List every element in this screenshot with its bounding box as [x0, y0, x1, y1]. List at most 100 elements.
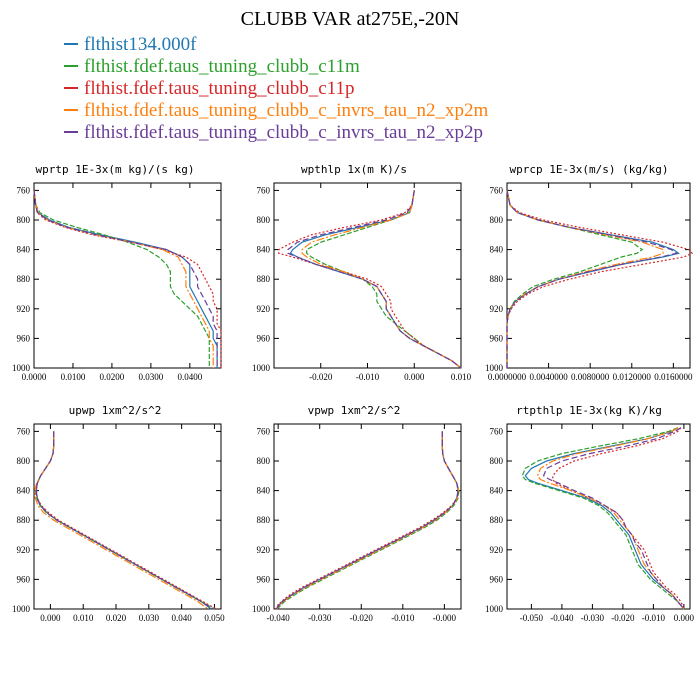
x-tick-label: -0.050 — [520, 613, 544, 623]
y-tick-label: 880 — [490, 515, 504, 525]
y-tick-label: 840 — [490, 245, 504, 255]
panel-title-vpwp: vpwp 1xm^2/s^2 — [307, 404, 401, 417]
y-tick-label: 760 — [257, 185, 271, 195]
plot-frame — [33, 423, 222, 610]
x-tick-label: -0.020 — [350, 613, 374, 623]
legend-swatch — [64, 108, 78, 111]
y-tick-label: 880 — [257, 274, 271, 284]
x-tick-label: 0.010 — [73, 613, 94, 623]
series-line — [35, 431, 217, 610]
x-tick-label: -0.030 — [581, 613, 605, 623]
plot-frame — [506, 423, 691, 610]
series-line — [289, 190, 462, 369]
x-tick-label: 0.0100 — [61, 372, 86, 382]
y-tick-label: 960 — [17, 333, 31, 343]
y-tick-label: 1000 — [12, 363, 31, 373]
legend-label: flthist.fdef.taus_tuning_clubb_c11m — [84, 56, 360, 77]
series-line — [524, 427, 685, 610]
legend-swatch — [64, 42, 78, 45]
panel-rtpthlp: 760 800 840 880 920 960 1000 -0.050 -0.040 -0.030… — [485, 423, 695, 623]
panel-title-wpthlp: wpthlp 1x(m K)/s — [301, 163, 407, 176]
y-tick-label: 800 — [490, 456, 504, 466]
y-tick-label: 840 — [490, 486, 504, 496]
x-tick-label: 0.000 — [40, 613, 61, 623]
y-tick-label: 800 — [257, 456, 271, 466]
y-tick-label: 920 — [490, 545, 504, 555]
series-line — [506, 190, 644, 368]
x-tick-label: -0.010 — [356, 372, 380, 382]
x-tick-label: 0.010 — [451, 372, 472, 382]
panel-title-wprtp: wprtp 1E-3x(m kg)/(s kg) — [35, 163, 195, 176]
x-tick-label: 0.030 — [139, 613, 160, 623]
panel-title-wprcp: wprcp 1E-3x(m/s) (kg/kg) — [509, 163, 669, 176]
series-line — [542, 427, 685, 610]
y-tick-label: 1000 — [12, 604, 31, 614]
legend-item: flthist134.000f — [64, 34, 488, 56]
x-tick-label: 0.040 — [172, 613, 193, 623]
y-tick-label: 840 — [257, 245, 271, 255]
panel-upwp: 760 800 840 880 920 960 1000 0.000 0.010 0.020 0.0… — [12, 423, 225, 623]
y-tick-label: 960 — [490, 574, 504, 584]
panel-title-upwp: upwp 1xm^2/s^2 — [68, 404, 162, 417]
series-line — [278, 190, 462, 369]
series-line — [521, 427, 685, 610]
y-tick-label: 960 — [257, 574, 271, 584]
y-tick-label: 800 — [17, 215, 31, 225]
plot-frame — [273, 182, 462, 369]
series-line — [552, 427, 685, 610]
series-line — [33, 190, 218, 368]
y-tick-label: 800 — [257, 215, 271, 225]
x-tick-label: 0.0300 — [139, 372, 164, 382]
x-tick-label: 0.000 — [404, 372, 425, 382]
x-tick-label: -0.010 — [642, 613, 666, 623]
x-tick-label: -0.020 — [309, 372, 333, 382]
series-line — [33, 190, 214, 368]
x-tick-label: 0.0000 — [22, 372, 47, 382]
series-line — [34, 431, 209, 610]
x-tick-label: -0.040 — [550, 613, 574, 623]
series-line — [33, 190, 222, 368]
y-tick-label: 760 — [17, 185, 31, 195]
y-tick-label: 880 — [17, 274, 31, 284]
series-line — [35, 431, 212, 610]
y-tick-label: 760 — [17, 426, 31, 436]
x-tick-label: 0.0120000 — [613, 372, 652, 382]
series-line — [35, 431, 214, 610]
y-tick-label: 920 — [17, 304, 31, 314]
legend-item: flthist.fdef.taus_tuning_clubb_c11p — [64, 78, 488, 100]
x-tick-label: -0.030 — [308, 613, 332, 623]
y-tick-label: 880 — [257, 515, 271, 525]
y-tick-label: 960 — [490, 333, 504, 343]
x-tick-label: 0.000 — [674, 613, 695, 623]
series-line — [306, 190, 462, 369]
plot-frame — [33, 182, 222, 369]
series-line — [33, 190, 210, 368]
legend-swatch — [64, 86, 78, 89]
y-tick-label: 920 — [257, 545, 271, 555]
y-tick-label: 840 — [17, 486, 31, 496]
y-tick-label: 1000 — [485, 604, 504, 614]
x-tick-label: 0.0080000 — [571, 372, 610, 382]
legend-swatch — [64, 130, 78, 133]
y-tick-label: 920 — [257, 304, 271, 314]
x-tick-label: 0.0200 — [100, 372, 125, 382]
x-tick-label: -0.020 — [611, 613, 635, 623]
y-tick-label: 800 — [17, 456, 31, 466]
y-tick-label: 880 — [490, 274, 504, 284]
y-tick-label: 1000 — [485, 363, 504, 373]
panel-wpthlp: 760 800 840 880 920 960 1000 -0.020 -0.010 0.000 0… — [252, 182, 472, 382]
series-line — [275, 431, 459, 610]
y-tick-label: 920 — [17, 545, 31, 555]
figure-title: CLUBB VAR at275E,-20N — [240, 8, 460, 30]
y-tick-label: 1000 — [252, 604, 271, 614]
y-tick-label: 800 — [490, 215, 504, 225]
series-line — [274, 431, 459, 610]
x-tick-label: 0.050 — [204, 613, 225, 623]
y-tick-label: 840 — [17, 245, 31, 255]
legend-item: flthist.fdef.taus_tuning_clubb_c11m — [64, 56, 488, 78]
series-line — [301, 190, 462, 369]
series-line — [34, 431, 215, 610]
